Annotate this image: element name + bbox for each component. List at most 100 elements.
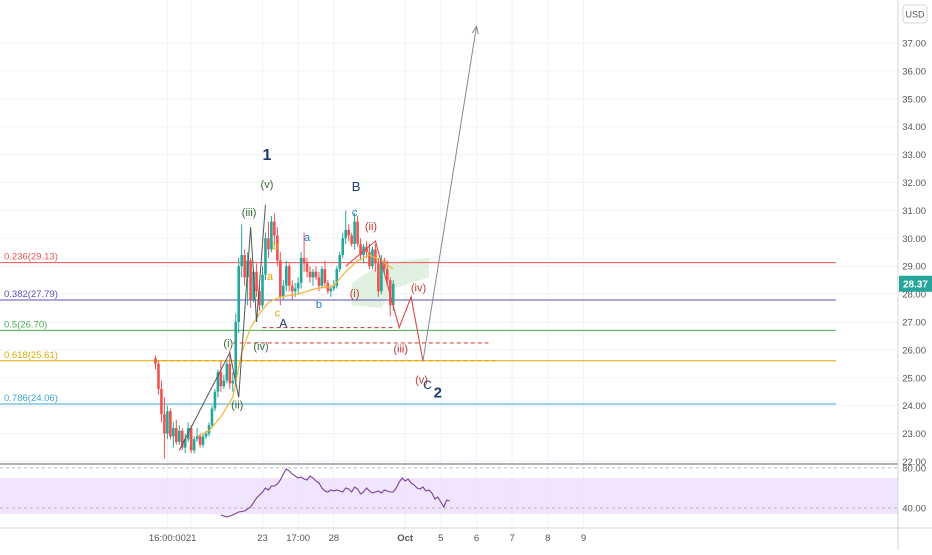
candle-body [320, 268, 324, 286]
price-tick: 29.00 [902, 262, 926, 273]
candle-body [281, 285, 285, 297]
candle-body [261, 274, 264, 306]
fib-label: 0.382(27.79) [4, 289, 58, 300]
candle-body [276, 235, 279, 261]
candle-body [356, 221, 359, 244]
current-price-tag [899, 275, 932, 292]
wave-label: a [267, 271, 274, 283]
candle-body [338, 255, 342, 269]
time-tick: 9 [581, 533, 586, 544]
rsi-band [0, 478, 898, 514]
candle-body [368, 252, 371, 267]
candle-body [273, 221, 276, 236]
candle-body [210, 408, 214, 426]
candle-body [243, 255, 246, 278]
time-tick: 23 [257, 533, 268, 544]
rsi-tick: 80.00 [902, 464, 926, 475]
wave-label: B [352, 179, 361, 194]
wave-label: (v) [415, 374, 428, 386]
candle-body [344, 229, 348, 239]
price-tick: 34.00 [902, 122, 926, 133]
wave-label: (ii) [231, 399, 243, 411]
wave-label: c [275, 307, 281, 319]
candle-body [183, 439, 187, 448]
candle-body [383, 260, 386, 269]
candle-body [371, 249, 374, 267]
wave-label: b [316, 299, 322, 311]
price-tick: 36.00 [902, 66, 926, 77]
candle-body [237, 266, 241, 322]
candle-body [219, 372, 223, 387]
wave-label: c [352, 207, 358, 219]
moving-average [196, 254, 394, 437]
price-tick: 32.00 [902, 178, 926, 189]
fib-label: 0.618(25.61) [4, 350, 58, 361]
currency-label: USD [905, 10, 925, 20]
price-tick: 33.00 [902, 150, 926, 161]
price-tick: 27.00 [902, 318, 926, 329]
candle-body [302, 257, 306, 264]
candle-body [195, 436, 199, 440]
price-tick: 37.00 [902, 39, 926, 50]
candle-body [296, 282, 300, 289]
wave-label: (i) [223, 338, 233, 350]
price-tick: 30.00 [902, 234, 926, 245]
candle-body [335, 268, 339, 286]
wave-label: a [304, 232, 311, 244]
time-tick: 5 [438, 533, 443, 544]
time-tick: 8 [545, 533, 550, 544]
wave-label: (iii) [393, 344, 408, 356]
wave-label: (i) [350, 288, 360, 300]
currency-badge [902, 4, 928, 24]
candle-body [317, 277, 321, 286]
wave-label: 1 [262, 147, 271, 164]
price-tick: 35.00 [902, 94, 926, 105]
candle-body [279, 260, 282, 297]
candle-body [329, 288, 333, 292]
candle-body [172, 428, 175, 437]
candle-body [180, 430, 184, 448]
fib-label: 0.786(24.06) [4, 393, 58, 404]
candle-body [225, 363, 229, 381]
price-tick: 23.00 [902, 429, 926, 440]
candle-body [290, 285, 294, 292]
candle-body [198, 436, 202, 445]
time-tick: 7 [509, 533, 514, 544]
time-tick: 28 [329, 533, 340, 544]
candle-body [157, 363, 160, 389]
candle-body [347, 229, 350, 236]
candle-body [332, 285, 336, 289]
candle-body [252, 271, 255, 300]
time-tick: 16:00:00 [149, 533, 186, 544]
candle-body [169, 411, 172, 437]
candle-body [284, 266, 288, 286]
price-tick: 28.00 [902, 290, 926, 301]
candle-body [388, 280, 392, 306]
candle-body [391, 283, 395, 306]
candle-body [240, 255, 243, 267]
wave-label: (v) [261, 179, 274, 191]
wave-label: (iv) [411, 282, 426, 294]
price-tick: 26.00 [902, 345, 926, 356]
candle-body [255, 271, 258, 292]
candle-body [222, 380, 226, 387]
time-tick: 6 [474, 533, 479, 544]
candle-body [270, 221, 273, 250]
candle-body [267, 238, 270, 250]
dashed-levels [155, 326, 498, 362]
candle-body [380, 260, 383, 292]
candle-body [359, 243, 362, 256]
candle-body [177, 430, 181, 442]
wave-drawings [178, 24, 479, 451]
fib-label: 0.5(26.70) [4, 319, 47, 330]
wave-label: (ii) [365, 221, 377, 233]
candle-body [365, 246, 368, 253]
projection-arrow-head [471, 24, 479, 35]
candle-body [234, 322, 238, 381]
price-tick: 25.00 [902, 373, 926, 384]
candle-body [374, 249, 377, 264]
